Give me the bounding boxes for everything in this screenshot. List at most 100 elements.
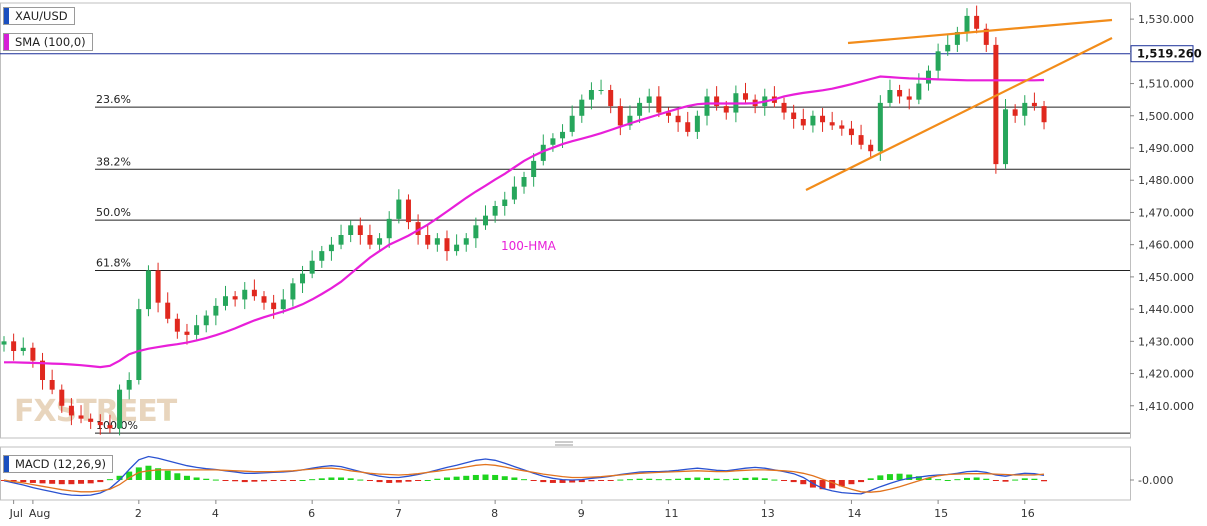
macd-histogram-bar bbox=[87, 480, 94, 484]
candle-body bbox=[40, 360, 46, 380]
macd-histogram-bar bbox=[954, 479, 961, 481]
macd-histogram-bar bbox=[29, 480, 36, 483]
macd-histogram-bar bbox=[261, 480, 268, 482]
macd-legend[interactable]: MACD (12,26,9) bbox=[3, 455, 113, 473]
candle-body bbox=[11, 341, 17, 351]
symbol-legend[interactable]: XAU/USD bbox=[3, 7, 75, 25]
candle-body bbox=[261, 296, 267, 303]
candle-body bbox=[20, 347, 26, 351]
macd-histogram-bar bbox=[665, 479, 672, 481]
candle-body bbox=[800, 119, 806, 126]
macd-histogram-bar bbox=[790, 480, 797, 483]
macd-histogram-bar bbox=[1012, 479, 1019, 481]
macd-histogram-bar bbox=[10, 480, 17, 482]
candle-body bbox=[386, 218, 392, 239]
macd-histogram-bar bbox=[732, 478, 739, 480]
symbol-label: XAU/USD bbox=[15, 9, 68, 23]
candle-body bbox=[280, 299, 286, 310]
macd-color-swatch bbox=[4, 456, 9, 472]
x-tick-label: 2 bbox=[135, 507, 142, 520]
y-tick-label: 1,440.000 bbox=[1138, 303, 1194, 316]
y-tick-label: 1,510.000 bbox=[1138, 78, 1194, 91]
macd-histogram-bar bbox=[376, 480, 383, 483]
macd-histogram-bar bbox=[723, 479, 730, 481]
y-tick-label: 1,480.000 bbox=[1138, 174, 1194, 187]
candle-body bbox=[1031, 102, 1037, 107]
candle-body bbox=[791, 112, 797, 119]
candle-body bbox=[49, 380, 55, 390]
candle-body bbox=[974, 15, 980, 29]
macd-histogram-bar bbox=[781, 480, 788, 481]
macd-histogram-bar bbox=[116, 475, 123, 480]
macd-histogram-bar bbox=[569, 480, 576, 483]
candle-body bbox=[136, 309, 142, 380]
macd-panel bbox=[0, 446, 1131, 501]
candle-body bbox=[377, 238, 383, 245]
sma-legend[interactable]: SMA (100,0) bbox=[3, 33, 93, 51]
candle-body bbox=[579, 99, 585, 116]
candle-body bbox=[300, 273, 306, 284]
macd-histogram-bar bbox=[424, 480, 431, 481]
candle-body bbox=[685, 122, 691, 132]
candle-body bbox=[637, 102, 643, 116]
macd-histogram-bar bbox=[145, 465, 152, 480]
watermark-logo: FXSTREET bbox=[14, 394, 178, 429]
candle-body bbox=[1041, 106, 1047, 123]
candle-body bbox=[117, 389, 123, 429]
macd-histogram-bar bbox=[58, 480, 65, 485]
candle-body bbox=[935, 51, 941, 71]
macd-histogram-bar bbox=[482, 474, 489, 480]
macd-histogram-bar bbox=[492, 474, 499, 480]
candle-body bbox=[887, 90, 893, 103]
hma-100-line bbox=[4, 75, 1045, 369]
candle-body bbox=[588, 90, 594, 100]
x-tick-label: Aug bbox=[29, 507, 50, 520]
macd-histogram-bar bbox=[771, 479, 778, 481]
macd-histogram-bar bbox=[97, 480, 104, 483]
macd-histogram-bar bbox=[338, 477, 345, 480]
candle-body bbox=[405, 199, 411, 223]
fib-level-label: 100.0% bbox=[96, 419, 138, 432]
macd-histogram-bar bbox=[896, 473, 903, 480]
candle-body bbox=[174, 318, 180, 332]
sma-color-swatch bbox=[4, 34, 9, 50]
macd-histogram-bar bbox=[819, 480, 826, 490]
macd-histogram-bar bbox=[521, 479, 528, 481]
wedge-lower-trendline bbox=[805, 37, 1113, 191]
candle-body bbox=[916, 83, 922, 100]
candle-body bbox=[983, 28, 989, 45]
macd-histogram-bar bbox=[232, 480, 239, 482]
candle-body bbox=[434, 238, 440, 245]
candle-body bbox=[560, 131, 566, 139]
macd-histogram-bar bbox=[453, 476, 460, 480]
macd-histogram-bar bbox=[1041, 480, 1048, 482]
macd-histogram-bar bbox=[395, 480, 402, 483]
macd-histogram-bar bbox=[299, 480, 306, 481]
candle-body bbox=[839, 125, 845, 129]
macd-histogram-bar bbox=[761, 478, 768, 480]
macd-histogram-bar bbox=[983, 478, 990, 480]
macd-histogram-bar bbox=[549, 480, 556, 483]
x-tick-label: 6 bbox=[308, 507, 315, 520]
macd-histogram-bar bbox=[155, 468, 162, 480]
y-tick-label: 1,500.000 bbox=[1138, 110, 1194, 123]
macd-histogram-bar bbox=[222, 480, 229, 481]
x-tick-label: 13 bbox=[761, 507, 775, 520]
macd-histogram-bar bbox=[838, 480, 845, 487]
candle-body bbox=[271, 302, 277, 310]
x-tick-label: 9 bbox=[578, 507, 585, 520]
x-tick-label: 15 bbox=[934, 507, 948, 520]
candle-body bbox=[309, 260, 315, 274]
candle-body bbox=[656, 96, 662, 113]
symbol-color-swatch bbox=[4, 8, 9, 24]
candle-body bbox=[78, 415, 84, 419]
candle-body bbox=[646, 96, 652, 103]
candle-body bbox=[868, 144, 874, 152]
candle-body bbox=[598, 90, 604, 91]
macd-histogram-bar bbox=[742, 477, 749, 480]
macd-histogram-bar bbox=[280, 480, 287, 481]
x-tick-label: 14 bbox=[847, 507, 861, 520]
macd-histogram-bar bbox=[328, 477, 335, 480]
candle-body bbox=[59, 389, 65, 406]
